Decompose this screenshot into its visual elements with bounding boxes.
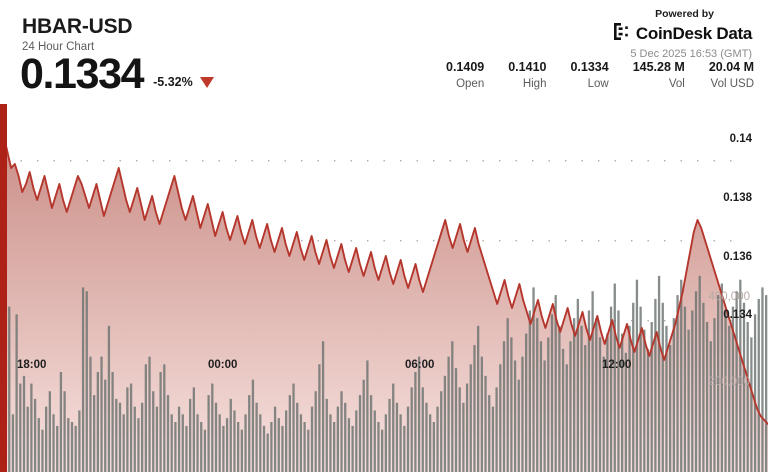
stat-vol: 145.28 M Vol [633,60,685,92]
y-axis-label-3: 0.134 [723,309,752,321]
stat-value: 0.1409 [446,60,485,74]
stat-value: 0.1410 [508,60,547,74]
x-axis-label-2: 06:00 [405,359,435,371]
stat-label: Vol USD [710,78,754,90]
y-axis-label-2: 0.136 [723,251,752,263]
stat-vol-usd: 20.04 M Vol USD [709,60,754,92]
left-accent-bar [0,104,7,472]
brand-timestamp: 5 Dec 2025 16:53 (GMT) [630,48,752,60]
current-price: 0.1334 [20,50,145,98]
stat-label: Low [587,78,609,90]
x-axis-label-1: 00:00 [208,359,238,371]
price-area-fill [0,124,768,472]
volume-bars [0,275,768,472]
brand-row: CoinDesk Data [613,23,752,45]
stat-label: Vol [668,78,685,90]
symbol-block: HBAR-USD 24 Hour Chart [22,15,133,54]
symbol-title: HBAR-USD [22,15,133,38]
stat-label: High [522,78,547,90]
stat-open: 0.1409 Open [446,60,484,92]
volume-axis-label-0: 400,000 [708,291,750,303]
chart-header: HBAR-USD 24 Hour Chart 0.1334 -5.32% Pow… [0,0,768,104]
coindesk-bracket-icon [613,23,631,45]
x-axis-label-3: 12:00 [602,359,632,371]
stat-value: 20.04 M [708,60,754,74]
chart-subtitle: 24 Hour Chart [22,41,95,53]
powered-by-label: Powered by [655,8,714,20]
price-line [0,123,768,425]
y-axis-label-1: 0.138 [723,192,752,204]
stat-value: 0.1334 [570,60,609,74]
stat-low: 0.1334 Low [570,60,608,92]
volume-axis-label-1: 200,000 [708,376,750,388]
brand-name: CoinDesk Data [635,24,752,43]
arrow-down-icon [199,76,214,88]
chart-plot-area[interactable] [0,104,768,472]
x-axis-label-0: 18:00 [17,359,47,371]
stat-label: Open [456,78,485,90]
stat-high: 0.1410 High [508,60,546,92]
brand-block: Powered by Coi [613,8,752,61]
price-row: 0.1334 -5.32% [20,52,214,96]
stats-row: 0.1409 Open 0.1410 High 0.1334 Low 145.2… [422,60,754,92]
y-axis-label-0: 0.14 [729,133,752,145]
price-volume-chart [0,123,768,472]
change-wrap: -5.32% [153,75,214,96]
stat-value: 145.28 M [632,60,685,74]
change-percent: -5.32% [153,75,193,89]
